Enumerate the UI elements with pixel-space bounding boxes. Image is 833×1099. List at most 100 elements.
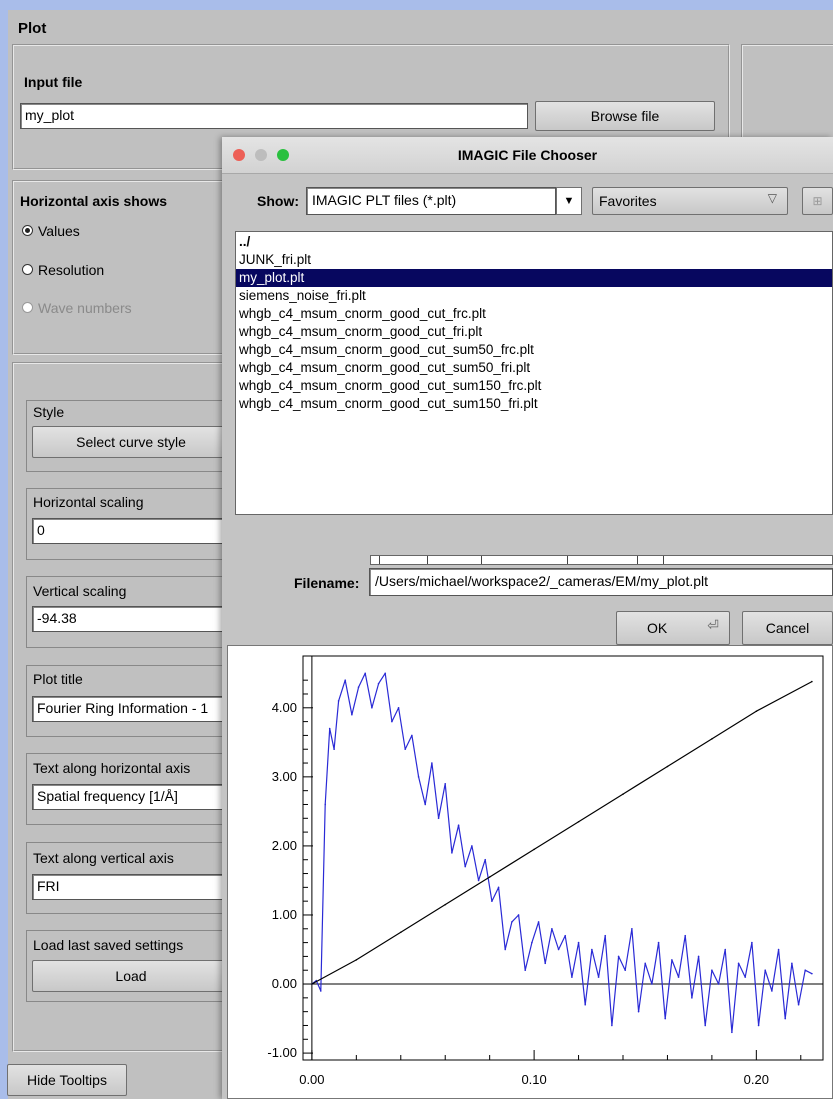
- data-point: [311, 983, 313, 985]
- data-point: [384, 672, 387, 675]
- data-point: [797, 1003, 800, 1006]
- cancel-label: Cancel: [765, 620, 810, 636]
- file-list-item-selected[interactable]: my_plot.plt: [236, 269, 832, 287]
- data-point: [584, 1003, 587, 1006]
- column-divider: [427, 556, 428, 564]
- data-point: [399, 931, 402, 934]
- load-settings-box: [26, 930, 227, 1002]
- text-horizontal-field[interactable]: Spatial frequency [1/Å]: [32, 784, 232, 810]
- maximize-window-icon[interactable]: [277, 149, 289, 161]
- filter-dropdown-arrow-icon[interactable]: ▼: [556, 187, 582, 215]
- data-point: [451, 852, 453, 854]
- data-point: [544, 962, 547, 965]
- data-point: [328, 727, 331, 730]
- data-point: [711, 738, 713, 740]
- data-point: [804, 969, 807, 972]
- dialog-title: IMAGIC File Chooser: [457, 147, 598, 163]
- plot-area-frame: [302, 655, 824, 1061]
- plot-preview: 4.00 3.00 2.00 1.00 0.00 -1.00 0.00 0.10 0.20: [227, 645, 833, 1099]
- ok-button[interactable]: OK ⏎: [616, 611, 730, 645]
- radio-resolution[interactable]: Resolution: [22, 262, 104, 278]
- file-list-item[interactable]: whgb_c4_msum_cnorm_good_cut_sum150_fri.p…: [239, 396, 538, 411]
- radio-values[interactable]: Values: [22, 223, 80, 239]
- dialog-titlebar: IMAGIC File Chooser: [222, 137, 833, 174]
- file-list[interactable]: ../ JUNK_fri.plt my_plot.plt siemens_noi…: [235, 231, 833, 515]
- minimize-window-icon[interactable]: [255, 149, 267, 161]
- data-point: [524, 969, 527, 972]
- data-point: [531, 941, 533, 944]
- data-point: [624, 969, 627, 972]
- data-point: [564, 934, 567, 937]
- window-title: Plot: [18, 20, 47, 37]
- data-point: [577, 941, 580, 944]
- data-point: [464, 865, 467, 868]
- fri-chart: 4.003.002.001.000.00-1.000.00 0.10 0.20: [267, 655, 824, 1087]
- data-point: [424, 803, 427, 806]
- data-point: [684, 934, 687, 937]
- file-list-item[interactable]: whgb_c4_msum_cnorm_good_cut_sum150_frc.p…: [239, 378, 542, 393]
- data-point: [444, 903, 447, 906]
- vertical-scaling-box: [26, 576, 227, 648]
- data-point: [737, 962, 740, 965]
- plot-title-field[interactable]: Fourier Ring Information - 1: [32, 696, 232, 722]
- data-point: [577, 820, 580, 823]
- filename-field[interactable]: /Users/michael/workspace2/_cameras/EM/my…: [369, 568, 833, 596]
- data-point: [488, 876, 491, 878]
- data-point: [811, 680, 813, 683]
- horizontal-axis-label: Horizontal axis shows: [20, 193, 168, 209]
- data-point: [491, 900, 493, 902]
- data-point: [717, 983, 720, 985]
- y-tick-label: 0.00: [272, 976, 297, 991]
- data-point: [333, 748, 335, 751]
- favorites-dropdown[interactable]: Favorites ▽: [592, 187, 788, 215]
- data-point: [391, 720, 393, 723]
- data-point: [404, 748, 407, 751]
- filter-select[interactable]: IMAGIC PLT files (*.plt): [306, 187, 556, 215]
- browse-file-button[interactable]: Browse file: [535, 101, 715, 131]
- data-point: [731, 1031, 733, 1034]
- cancel-button[interactable]: Cancel: [742, 611, 833, 645]
- y-tick-label: 3.00: [272, 769, 297, 784]
- data-point: [604, 934, 607, 937]
- input-file-field[interactable]: my_plot: [20, 103, 528, 129]
- radio-disabled-icon: [22, 302, 33, 313]
- return-key-icon: ⏎: [707, 617, 719, 633]
- data-point: [355, 959, 358, 961]
- data-point: [657, 941, 660, 944]
- plot-title-label: Plot title: [33, 671, 83, 687]
- column-divider: [637, 556, 638, 564]
- x-tick-label: 0.10: [521, 1072, 546, 1087]
- text-vertical-field[interactable]: FRI: [32, 874, 232, 900]
- file-list-item[interactable]: siemens_noise_fri.plt: [239, 288, 366, 303]
- data-point: [357, 686, 360, 688]
- close-window-icon[interactable]: [233, 149, 245, 161]
- data-point: [571, 976, 573, 978]
- data-point: [631, 927, 633, 930]
- file-list-item[interactable]: whgb_c4_msum_cnorm_good_cut_sum50_frc.pl…: [239, 342, 534, 357]
- data-point: [364, 672, 367, 675]
- file-list-item[interactable]: whgb_c4_msum_cnorm_good_cut_fri.plt: [239, 324, 483, 339]
- column-divider-strip[interactable]: [370, 555, 833, 565]
- data-point: [324, 803, 327, 806]
- data-point: [484, 858, 487, 861]
- load-button[interactable]: Load: [32, 960, 230, 992]
- file-list-item[interactable]: whgb_c4_msum_cnorm_good_cut_frc.plt: [239, 306, 486, 321]
- data-point: [511, 921, 513, 923]
- text-horizontal-label: Text along horizontal axis: [33, 760, 191, 776]
- file-list-item[interactable]: whgb_c4_msum_cnorm_good_cut_sum50_fri.pl…: [239, 360, 531, 375]
- vertical-scaling-field[interactable]: -94.38: [32, 606, 232, 632]
- horizontal-scaling-field[interactable]: 0: [32, 518, 232, 544]
- select-curve-style-button[interactable]: Select curve style: [32, 426, 230, 458]
- data-point: [664, 1017, 667, 1020]
- file-list-item[interactable]: JUNK_fri.plt: [239, 252, 312, 267]
- new-folder-icon[interactable]: ⊞: [802, 187, 833, 215]
- data-point: [344, 679, 347, 681]
- hide-tooltips-button[interactable]: Hide Tooltips: [7, 1064, 127, 1096]
- data-point: [671, 959, 673, 961]
- data-point: [791, 962, 793, 965]
- data-point: [351, 713, 353, 716]
- data-point: [551, 927, 553, 930]
- radio-wave-numbers: Wave numbers: [22, 300, 132, 316]
- file-list-item[interactable]: ../: [239, 234, 251, 249]
- radio-values-label: Values: [38, 223, 80, 239]
